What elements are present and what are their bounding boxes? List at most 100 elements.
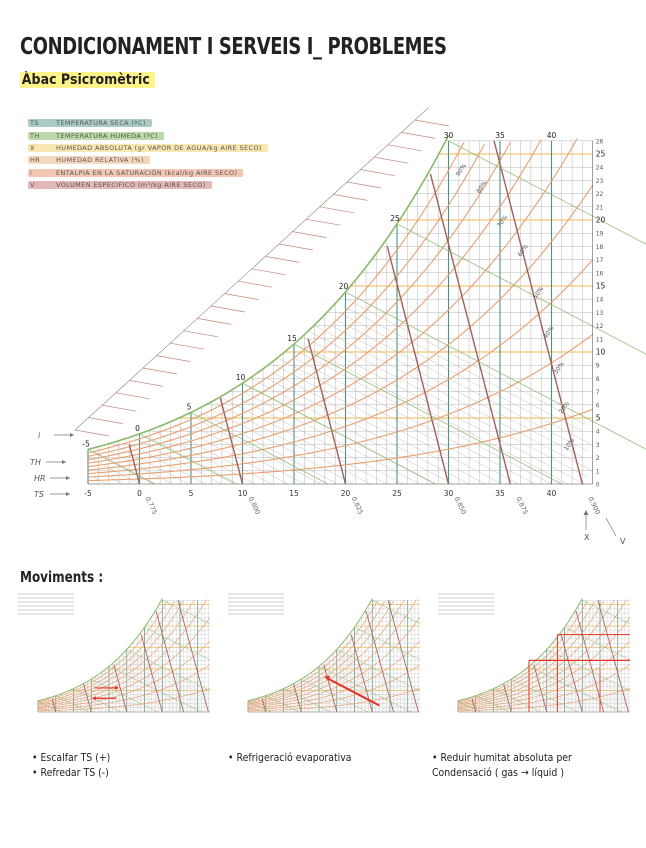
enthalpy-scale-tick bbox=[238, 280, 273, 288]
volume-label: 0,800 bbox=[247, 495, 262, 515]
hr-curve bbox=[37, 599, 195, 706]
x-tick-label: 7 bbox=[596, 389, 600, 396]
ts-top-label: 40 bbox=[547, 131, 557, 140]
x-tick-label: 19 bbox=[596, 231, 604, 238]
wetbulb-line bbox=[144, 627, 210, 660]
enthalpy-line bbox=[314, 325, 593, 471]
x-tick-label: 26 bbox=[596, 138, 604, 145]
note-evaporative: • Refrigeració evaporativa bbox=[228, 750, 352, 765]
x-tick-label: 0 bbox=[596, 482, 600, 489]
hr-curve bbox=[87, 334, 594, 478]
legend-label-hr: HUMEDAD RELATIVA (%) bbox=[56, 156, 144, 165]
ts-tick-label: 5 bbox=[189, 489, 194, 498]
enthalpy-line bbox=[322, 666, 414, 713]
wetbulb-line bbox=[336, 649, 420, 691]
enthalpy-line bbox=[324, 662, 420, 710]
wetbulb-line bbox=[564, 627, 630, 660]
hr-label: 30% bbox=[553, 360, 567, 375]
wetbulb-line bbox=[345, 291, 646, 450]
thumbnail-condensation bbox=[438, 593, 630, 713]
hr-curve bbox=[457, 601, 595, 704]
enthalpy-line bbox=[514, 677, 584, 713]
volume-line bbox=[387, 600, 419, 713]
wetbulb-line bbox=[91, 678, 158, 713]
hr-label: 90% bbox=[455, 162, 469, 177]
enthalpy-scale-tick bbox=[142, 367, 178, 375]
enthalpy-line bbox=[294, 683, 351, 713]
hr-curve bbox=[87, 139, 542, 464]
ts-tick-label: 25 bbox=[392, 489, 402, 498]
x-tick-label: 5 bbox=[596, 414, 601, 423]
volume-line bbox=[575, 610, 604, 713]
hr-label: 80% bbox=[475, 180, 489, 195]
enthalpy-line bbox=[547, 651, 630, 693]
enthalpy-line bbox=[533, 664, 630, 713]
enthalpy-line bbox=[310, 332, 589, 478]
enthalpy-line bbox=[271, 371, 486, 485]
wetbulb-line bbox=[354, 627, 420, 660]
enthalpy-line bbox=[149, 437, 239, 485]
saturation-curve bbox=[87, 135, 450, 451]
legend-abbr-x: X bbox=[30, 143, 35, 152]
enthalpy-line bbox=[335, 653, 419, 695]
enthalpy-scale-tick bbox=[129, 380, 164, 387]
volume-line bbox=[51, 698, 57, 713]
enthalpy-scale-tick bbox=[115, 392, 150, 400]
enthalpy-line bbox=[174, 424, 288, 485]
enthalpy-line bbox=[274, 365, 503, 485]
enthalpy-line bbox=[306, 338, 585, 485]
th-label: 25 bbox=[390, 214, 400, 223]
volume-line bbox=[386, 246, 450, 485]
hr-curve bbox=[37, 616, 210, 708]
enthalpy-line bbox=[326, 660, 420, 707]
enthalpy-scale bbox=[74, 107, 450, 437]
enthalpy-line bbox=[323, 664, 420, 713]
enthalpy-line bbox=[299, 351, 552, 485]
hr-curve bbox=[247, 687, 420, 712]
volume-label: 0,900 bbox=[587, 495, 602, 515]
ts-tick-label: 20 bbox=[341, 489, 351, 498]
volume-line bbox=[83, 683, 92, 713]
ts-tick-label: 0 bbox=[137, 489, 142, 498]
legend-swatch-i: i ENTALPIA EN LA SATURACIÓN (kcal/kg AIR… bbox=[28, 168, 244, 177]
legend-label-ts: TEMPERATURA SECA (ºC) bbox=[56, 119, 146, 128]
hr-label: 50% bbox=[532, 285, 546, 300]
legend-item-v: V VOLUMEN ESPECIFICO (m³/kg AIRE SECO) bbox=[28, 179, 268, 191]
enthalpy-line bbox=[311, 675, 386, 713]
enthalpy-line bbox=[337, 651, 420, 693]
hr-curve bbox=[37, 687, 210, 712]
enthalpy-line bbox=[250, 378, 453, 485]
enthalpy-line bbox=[214, 411, 354, 485]
enthalpy-line bbox=[94, 677, 164, 713]
enthalpy-scale-tick bbox=[170, 342, 205, 350]
legend-swatch-hr: HR HUMEDAD RELATIVA (%) bbox=[28, 156, 150, 165]
enthalpy-line bbox=[487, 692, 527, 713]
enthalpy-line bbox=[277, 692, 317, 713]
legend-abbr-th: TH bbox=[30, 131, 40, 140]
enthalpy-scale-tick bbox=[251, 268, 286, 276]
hr-curve bbox=[37, 601, 175, 704]
legend-swatch-th: TH TEMPERATURA HUMEDA (ºC) bbox=[28, 131, 165, 140]
wetbulb-line bbox=[162, 599, 210, 625]
wetbulb-line bbox=[190, 411, 329, 485]
x-tick-label: 12 bbox=[596, 323, 604, 330]
arrow-head-icon bbox=[66, 492, 70, 496]
wetbulb-line bbox=[457, 700, 481, 713]
ts-axis-label: TS bbox=[34, 490, 44, 499]
chart-body bbox=[247, 598, 420, 713]
legend-abbr-v: V bbox=[30, 181, 35, 190]
ts-tick-label: 15 bbox=[289, 489, 299, 498]
i-axis-label: i bbox=[38, 431, 41, 440]
enthalpy-scale-axis bbox=[74, 107, 429, 431]
enthalpy-line bbox=[218, 404, 371, 485]
arrow-head-icon bbox=[70, 433, 74, 437]
enthalpy-line bbox=[116, 660, 210, 707]
ts-tick-label: -5 bbox=[84, 489, 92, 498]
enthalpy-line bbox=[544, 656, 630, 699]
legend-label-x: HUMEDAD ABSOLUTA (gr VAPOR DE AGUA/kg AI… bbox=[56, 143, 262, 152]
x-tick-label: 11 bbox=[596, 336, 604, 343]
volume-line bbox=[493, 140, 584, 485]
volume-line bbox=[597, 600, 629, 713]
page-title: CONDICIONAMENT I SERVEIS I_ PROBLEMES bbox=[20, 34, 447, 60]
ts-top-label: 35 bbox=[495, 131, 505, 140]
